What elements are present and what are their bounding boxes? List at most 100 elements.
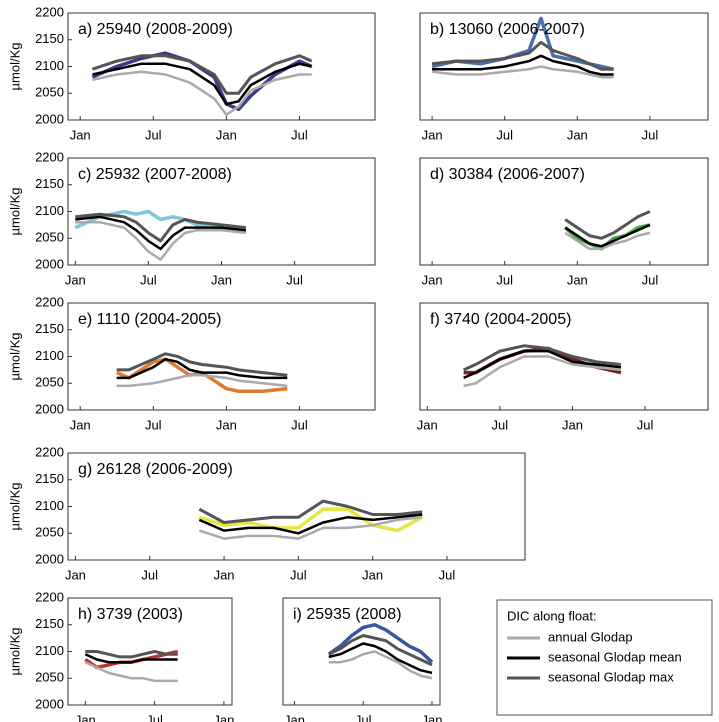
series-line [328, 642, 433, 675]
y-tick-label: 2050 [35, 230, 64, 245]
y-tick-label: 2000 [35, 551, 64, 566]
panel-title: a) 25940 (2008-2009) [78, 21, 233, 38]
panel-title: d) 30384 (2006-2007) [430, 166, 585, 183]
series-line [74, 209, 247, 232]
x-tick-label: Jan [362, 567, 383, 582]
series-line [85, 650, 178, 659]
y-tick-label: 2000 [35, 401, 64, 416]
y-tick-label: 2200 [35, 294, 64, 309]
y-tick-label: 2100 [35, 348, 64, 363]
y-axis-label: µmol/Kg [7, 483, 22, 531]
x-tick-label: Jul [496, 272, 513, 287]
series-line [92, 62, 312, 106]
y-tick-label: 2050 [35, 85, 64, 100]
panel-title: g) 26128 (2006-2009) [78, 461, 233, 478]
y-tick-label: 2000 [35, 256, 64, 271]
series-line [463, 349, 622, 380]
x-tick-label: Jan [216, 417, 237, 432]
legend-title: DIC along float: [507, 608, 597, 623]
series-line [564, 210, 651, 240]
y-tick-label: 2150 [35, 31, 64, 46]
x-tick-label: Jan [567, 272, 588, 287]
x-tick-label: Jan [211, 272, 232, 287]
series-line [328, 650, 433, 680]
plot-frame [282, 597, 441, 706]
series-line [198, 515, 423, 540]
x-tick-label: Jan [417, 417, 438, 432]
y-tick-label: 2100 [35, 498, 64, 513]
legend-label: annual Glodap [548, 629, 633, 644]
x-tick-label: Jan [422, 272, 443, 287]
x-tick-label: Jul [637, 417, 654, 432]
y-tick-label: 2150 [35, 321, 64, 336]
series-line [198, 499, 423, 524]
y-tick-label: 2200 [35, 149, 64, 164]
y-tick-label: 2150 [35, 471, 64, 486]
y-tick-label: 2150 [35, 616, 64, 631]
panel-title: e) 1110 (2004-2005) [78, 311, 222, 328]
series-line [328, 634, 433, 667]
y-tick-label: 2000 [35, 111, 64, 126]
x-tick-label: Jul [145, 417, 162, 432]
series-line [116, 373, 288, 388]
x-tick-label: Jul [140, 272, 157, 287]
x-tick-label: Jul [355, 712, 372, 722]
x-tick-label: Jan [216, 127, 237, 142]
y-axis-label: µmol/Kg [7, 628, 22, 676]
x-tick-label: Jul [642, 272, 659, 287]
x-tick-label: Jul [291, 417, 308, 432]
x-tick-label: Jan [422, 127, 443, 142]
y-axis-label: µmol/Kg [7, 333, 22, 381]
panel-title: h) 3739 (2003) [78, 606, 183, 623]
series-line [462, 344, 622, 372]
x-tick-label: Jan [213, 712, 234, 722]
y-tick-label: 2200 [35, 444, 64, 459]
x-tick-label: Jan [214, 567, 235, 582]
y-axis-label: µmol/Kg [7, 188, 22, 236]
panel-title: i) 25935 (2008) [293, 606, 402, 623]
x-tick-label: Jul [290, 567, 307, 582]
plot-frame [419, 157, 709, 266]
x-tick-label: Jul [496, 127, 513, 142]
y-tick-label: 2200 [35, 589, 64, 604]
y-tick-label: 2200 [35, 4, 64, 19]
y-tick-label: 2050 [35, 375, 64, 390]
plot-frame [419, 12, 709, 121]
x-tick-label: Jan [70, 417, 91, 432]
x-tick-label: Jan [65, 272, 86, 287]
legend-label: seasonal Glodap max [548, 669, 674, 684]
series-line [198, 507, 424, 533]
legend-label: seasonal Glodap mean [548, 649, 682, 664]
plot-frame [419, 302, 709, 411]
x-tick-label: Jul [141, 567, 158, 582]
y-tick-label: 2100 [35, 203, 64, 218]
x-tick-label: Jan [567, 127, 588, 142]
series-line [92, 70, 312, 116]
series-line [91, 54, 313, 95]
series-line [432, 54, 614, 76]
panel-title: f) 3740 (2004-2005) [430, 311, 571, 328]
x-tick-label: Jul [286, 272, 303, 287]
x-tick-label: Jan [421, 712, 442, 722]
series-line [75, 212, 247, 243]
y-tick-label: 2150 [35, 176, 64, 191]
x-tick-label: Jan [75, 712, 96, 722]
y-tick-label: 2050 [35, 670, 64, 685]
series-line [431, 40, 614, 71]
panel-title: c) 25932 (2007-2008) [78, 166, 232, 183]
x-tick-label: Jul [439, 567, 456, 582]
series-line [564, 223, 651, 248]
series-line [564, 231, 651, 251]
x-tick-label: Jul [146, 712, 163, 722]
panel-title: b) 13060 (2006-2007) [430, 21, 585, 38]
series-line [84, 653, 178, 664]
series-line [431, 65, 614, 79]
series-line [75, 215, 247, 251]
x-tick-label: Jan [65, 567, 86, 582]
series-line [116, 357, 288, 380]
x-tick-label: Jan [70, 127, 91, 142]
x-tick-label: Jul [642, 127, 659, 142]
y-tick-label: 2000 [35, 696, 64, 711]
series-line [198, 513, 423, 535]
